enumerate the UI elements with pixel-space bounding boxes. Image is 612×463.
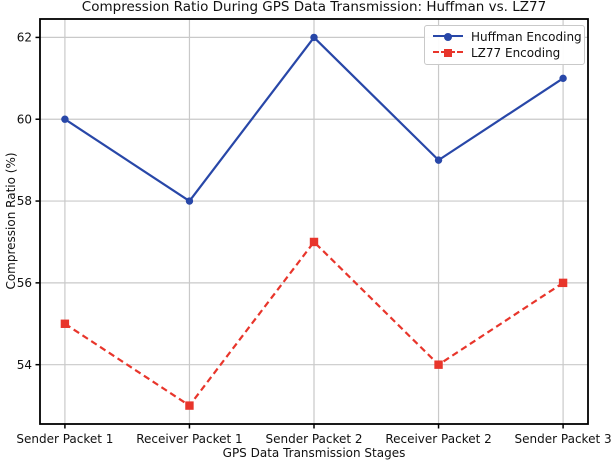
- data-point-lz77-encoding-2: [309, 237, 319, 247]
- x-tick-label: Receiver Packet 2: [385, 432, 491, 446]
- y-tick-label: 62: [17, 31, 32, 45]
- legend-item-lz77-encoding: LZ77 Encoding: [433, 45, 584, 61]
- chart-title: Compression Ratio During GPS Data Transm…: [81, 0, 547, 15]
- x-tick-label: Receiver Packet 1: [136, 432, 242, 446]
- data-point-huffman-encoding-1: [185, 197, 194, 205]
- y-tick-label: 58: [17, 194, 32, 208]
- legend-label: LZ77 Encoding: [471, 46, 561, 60]
- data-point-huffman-encoding-3: [434, 156, 443, 164]
- data-point-huffman-encoding-4: [559, 74, 567, 83]
- data-point-lz77-encoding-1: [185, 401, 194, 410]
- x-tick-label: Sender Packet 1: [16, 432, 113, 446]
- legend: Huffman Encoding LZ77 Encoding: [424, 25, 585, 65]
- legend-sample-lz77-encoding: [433, 47, 463, 59]
- y-tick-label: 54: [17, 358, 32, 372]
- data-point-lz77-encoding-4: [558, 278, 568, 288]
- legend-label: Huffman Encoding: [471, 30, 582, 44]
- legend-item-huffman-encoding: Huffman Encoding: [433, 29, 584, 45]
- y-axis-label: Compression Ratio (%): [4, 152, 18, 290]
- x-axis-label: GPS Data Transmission Stages: [222, 446, 406, 460]
- data-point-lz77-encoding-0: [60, 319, 70, 328]
- x-tick-label: Sender Packet 3: [515, 432, 612, 446]
- square-marker-icon: [444, 49, 452, 57]
- series-line-lz77-encoding: [64, 240, 564, 407]
- y-tick-label: 60: [17, 112, 32, 126]
- legend-sample-huffman-encoding: [433, 31, 463, 43]
- circle-marker-icon: [444, 33, 452, 41]
- y-tick-label: 56: [17, 276, 32, 290]
- data-point-lz77-encoding-3: [434, 360, 443, 369]
- x-tick-label: Sender Packet 2: [265, 432, 362, 446]
- data-point-huffman-encoding-0: [61, 115, 69, 123]
- data-point-huffman-encoding-2: [310, 33, 318, 42]
